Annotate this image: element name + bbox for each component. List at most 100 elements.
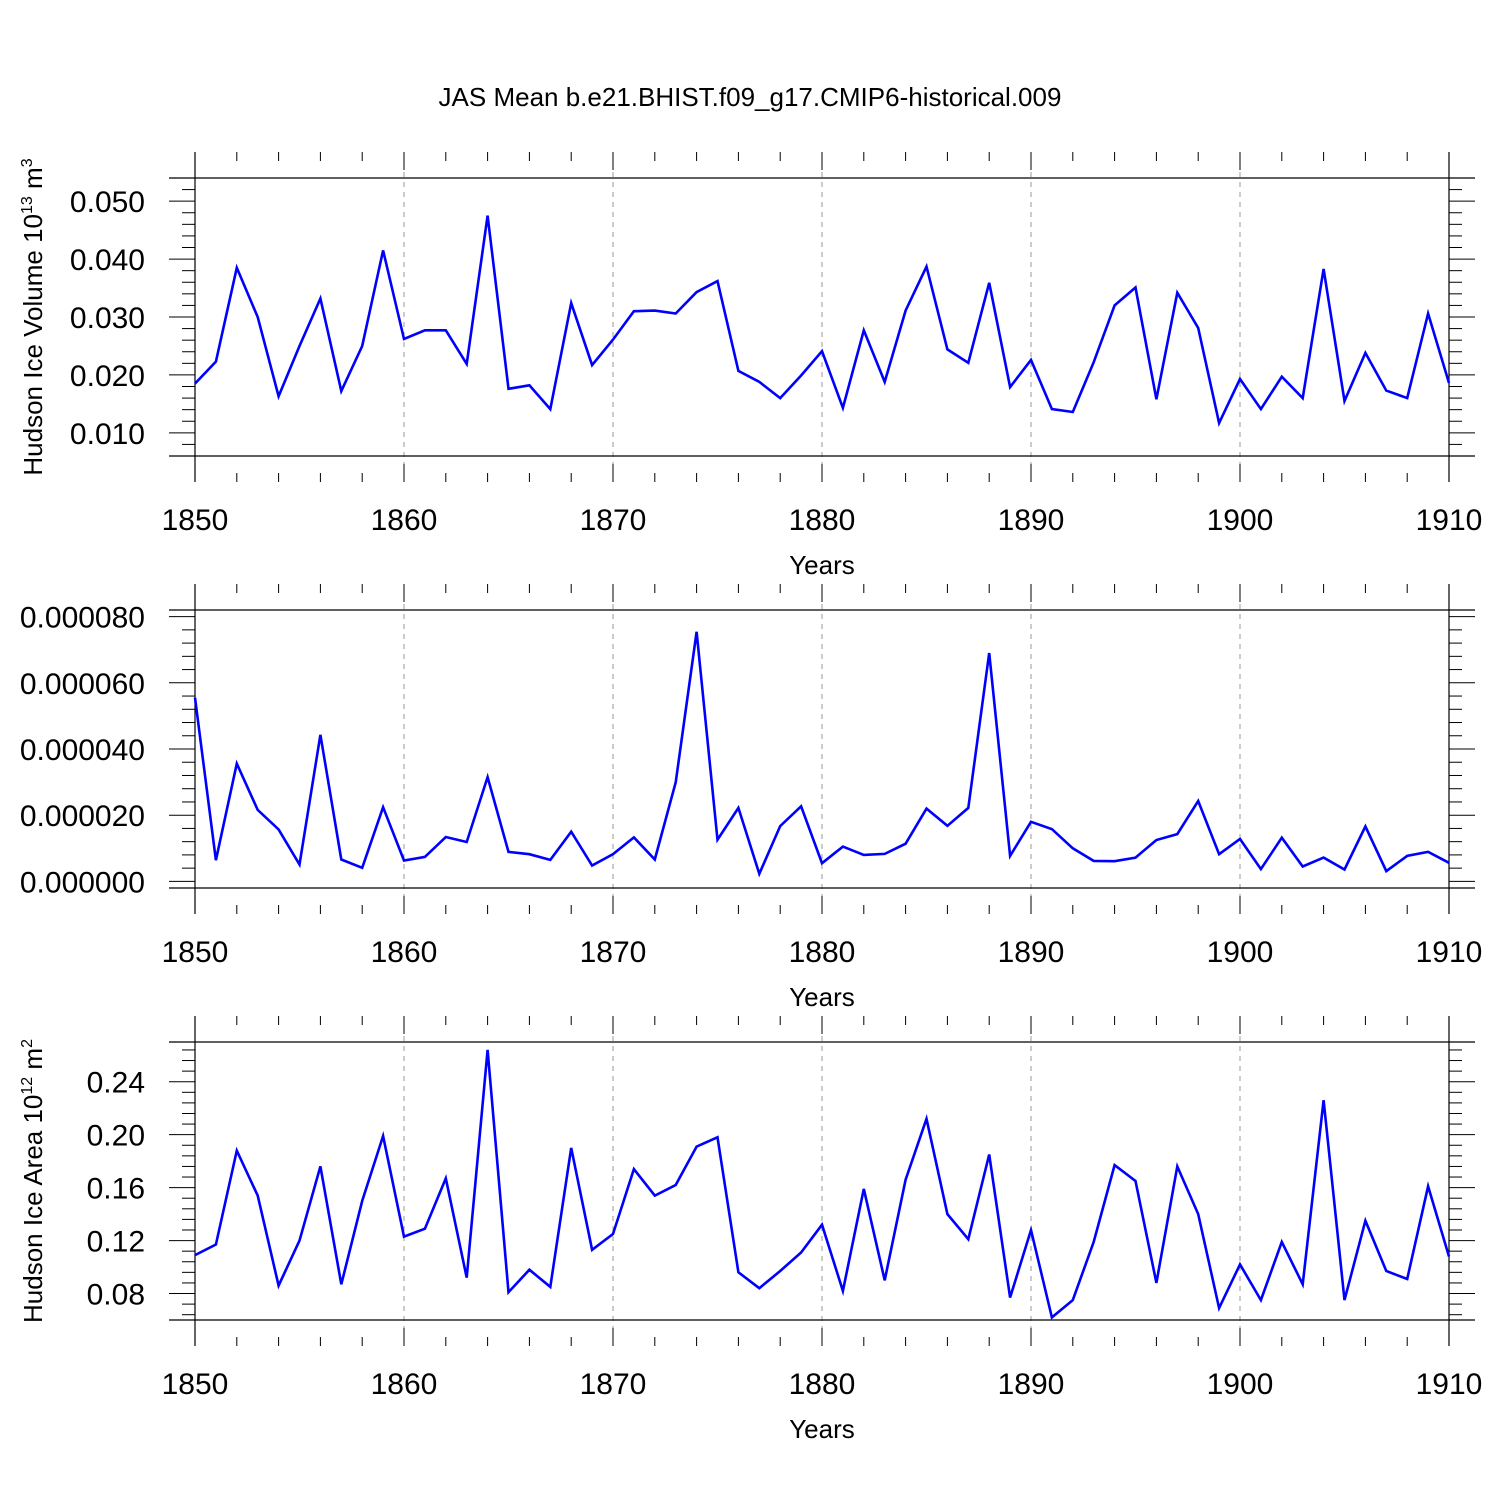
data-point <box>987 281 991 285</box>
data-point <box>966 806 970 810</box>
data-point <box>298 344 302 348</box>
x-tick-label: 1870 <box>580 1368 647 1401</box>
data-point <box>945 347 949 351</box>
data-point <box>1405 1277 1409 1281</box>
data-point <box>235 762 239 766</box>
data-point <box>736 1270 740 1274</box>
data-point <box>841 845 845 849</box>
data-point <box>757 380 761 384</box>
x-tick-label: 1890 <box>998 504 1065 537</box>
data-point <box>674 312 678 316</box>
data-point <box>1426 850 1430 854</box>
data-point <box>1447 381 1451 385</box>
data-point <box>674 1183 678 1187</box>
data-point <box>716 838 720 842</box>
data-point <box>1134 285 1138 289</box>
data-point <box>318 296 322 300</box>
data-point <box>569 830 573 834</box>
x-tick-label: 1860 <box>371 1368 438 1401</box>
x-axis-label: Years <box>789 550 855 580</box>
data-point <box>507 1290 511 1294</box>
data-point <box>1384 1269 1388 1273</box>
x-axis-label: Years <box>789 982 855 1012</box>
data-point <box>318 1164 322 1168</box>
y-tick-label: 0.12 <box>87 1226 145 1259</box>
y-tick-label: 0.020 <box>70 360 145 393</box>
y-axis-label-unit: m <box>18 1048 48 1077</box>
data-point <box>444 835 448 839</box>
data-point <box>1050 827 1054 831</box>
data-point <box>1217 1306 1221 1310</box>
data-point <box>736 369 740 373</box>
x-tick-label: 1900 <box>1207 1368 1274 1401</box>
data-point <box>298 1239 302 1243</box>
x-tick-label: 1880 <box>789 936 856 969</box>
data-point <box>1071 846 1075 850</box>
data-point <box>486 1048 490 1052</box>
data-point <box>778 396 782 400</box>
data-point <box>695 290 699 294</box>
data-point <box>214 1243 218 1247</box>
data-point <box>423 855 427 859</box>
y-tick-label: 0.050 <box>70 186 145 219</box>
x-tick-label: 1860 <box>371 936 438 969</box>
data-point <box>632 1167 636 1171</box>
data-point <box>883 852 887 856</box>
data-point <box>486 775 490 779</box>
data-point <box>695 630 699 634</box>
data-point <box>1301 396 1305 400</box>
data-point <box>1322 856 1326 860</box>
data-point <box>632 835 636 839</box>
data-point <box>778 824 782 828</box>
data-point <box>1238 1262 1242 1266</box>
data-point <box>736 806 740 810</box>
y-tick-label: 0.08 <box>87 1279 145 1312</box>
y-tick-label: 0.010 <box>70 418 145 451</box>
data-point <box>925 265 929 269</box>
data-point <box>277 827 281 831</box>
data-point <box>256 315 260 319</box>
data-point <box>1447 861 1451 865</box>
data-point <box>1363 824 1367 828</box>
data-point <box>904 842 908 846</box>
data-point <box>527 383 531 387</box>
x-tick-label: 1890 <box>998 1368 1065 1401</box>
y-tick-label: 0.16 <box>87 1173 145 1206</box>
data-point <box>611 852 615 856</box>
data-point <box>465 362 469 366</box>
data-point <box>987 1153 991 1157</box>
x-axis-label: Years <box>789 1414 855 1444</box>
data-point <box>527 1268 531 1272</box>
y-tick-label: 0.000020 <box>20 800 145 833</box>
data-point <box>632 309 636 313</box>
data-point <box>1008 385 1012 389</box>
data-point <box>1217 852 1221 856</box>
data-point <box>1196 326 1200 330</box>
y-axis-label-exponent: 13 <box>19 196 36 214</box>
data-point <box>1008 854 1012 858</box>
data-point <box>507 850 511 854</box>
data-point <box>1426 1184 1430 1188</box>
data-point <box>1280 1240 1284 1244</box>
data-point <box>820 349 824 353</box>
data-point <box>527 852 531 856</box>
data-point <box>1134 1179 1138 1183</box>
data-point <box>1175 832 1179 836</box>
data-point <box>1426 312 1430 316</box>
data-point <box>695 1145 699 1149</box>
data-point <box>904 309 908 313</box>
data-point <box>1008 1295 1012 1299</box>
data-point <box>1175 291 1179 295</box>
data-point <box>465 1276 469 1280</box>
data-point <box>402 337 406 341</box>
data-point <box>298 863 302 867</box>
data-point <box>423 328 427 332</box>
data-point <box>214 858 218 862</box>
data-point <box>1134 856 1138 860</box>
data-point <box>235 1149 239 1153</box>
y-tick-label: 0.20 <box>87 1120 145 1153</box>
series-line <box>193 631 1450 878</box>
data-point <box>381 805 385 809</box>
x-tick-label: 1880 <box>789 1368 856 1401</box>
